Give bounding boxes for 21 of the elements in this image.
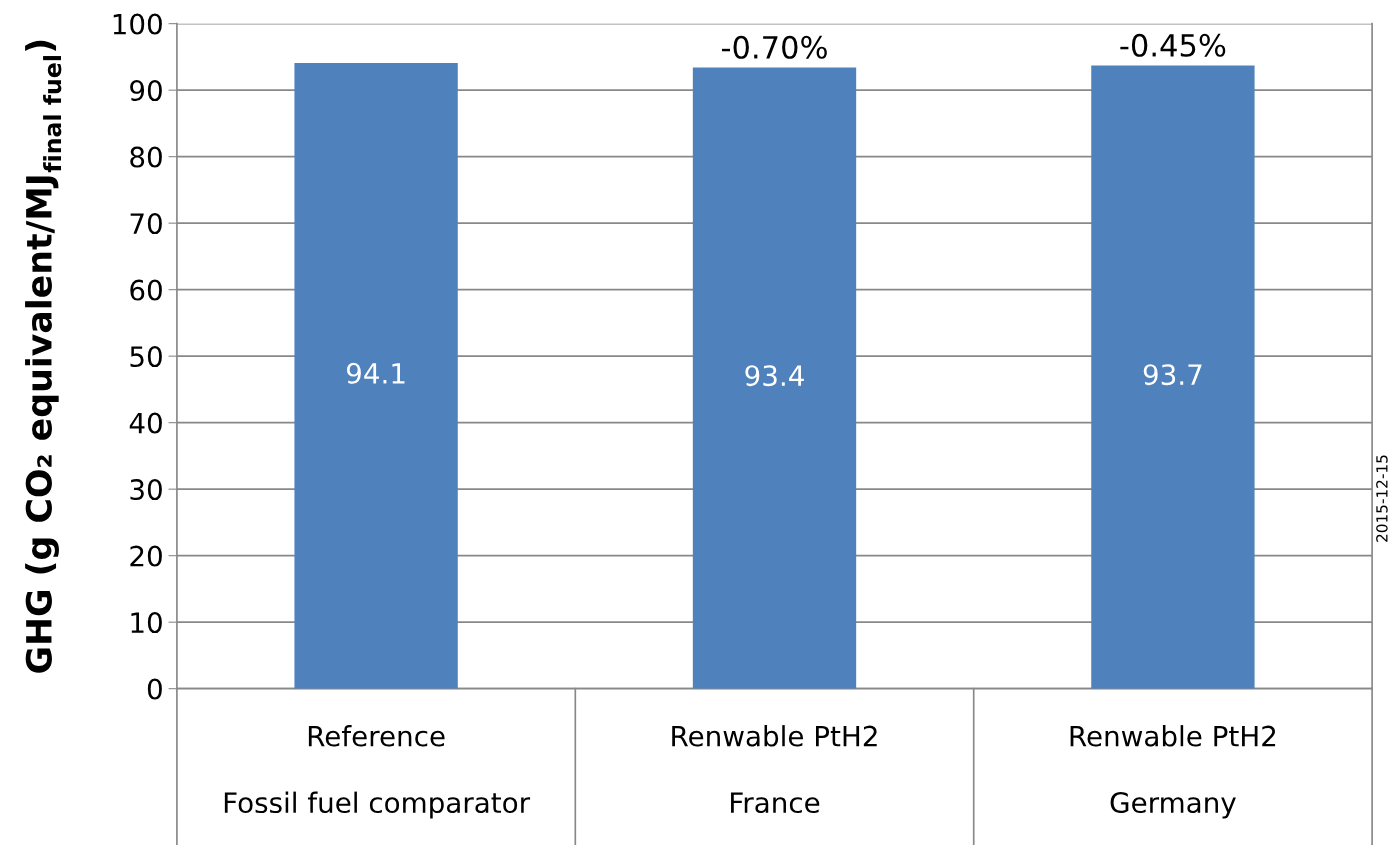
data-label: 93.7 — [1143, 364, 1202, 386]
y-tick-label: 80 — [130, 146, 162, 168]
text: 2015-12-15 — [1376, 455, 1388, 542]
y-tick-label: 60 — [130, 279, 162, 301]
y-tick-label: 0 — [147, 678, 162, 700]
y-tick-label: 40 — [129, 412, 162, 434]
y-tick-label: 20 — [130, 545, 162, 567]
data-label: 94.1 — [346, 362, 405, 384]
annotation: -0.45% — [1120, 33, 1226, 57]
data-label: 93.4 — [745, 365, 804, 387]
y-tick-label: 70 — [130, 213, 162, 235]
y-tick-label: 50 — [130, 346, 162, 368]
category-label: Renwable PtH2 France — [672, 725, 877, 814]
annotation: -0.70% — [721, 35, 827, 59]
category-label: Reference Fossil fuel comparator — [224, 725, 531, 819]
y-tick-label: 30 — [130, 479, 162, 501]
y-tick-label: 90 — [130, 80, 162, 102]
y-axis-title: GHG (g CO₂ equivalent/MJfinal fuel) — [25, 40, 62, 673]
y-tick-label: 100 — [113, 13, 162, 35]
category-label: Renwable PtH2 Germany — [1070, 725, 1276, 819]
y-tick-label: 10 — [131, 612, 162, 634]
